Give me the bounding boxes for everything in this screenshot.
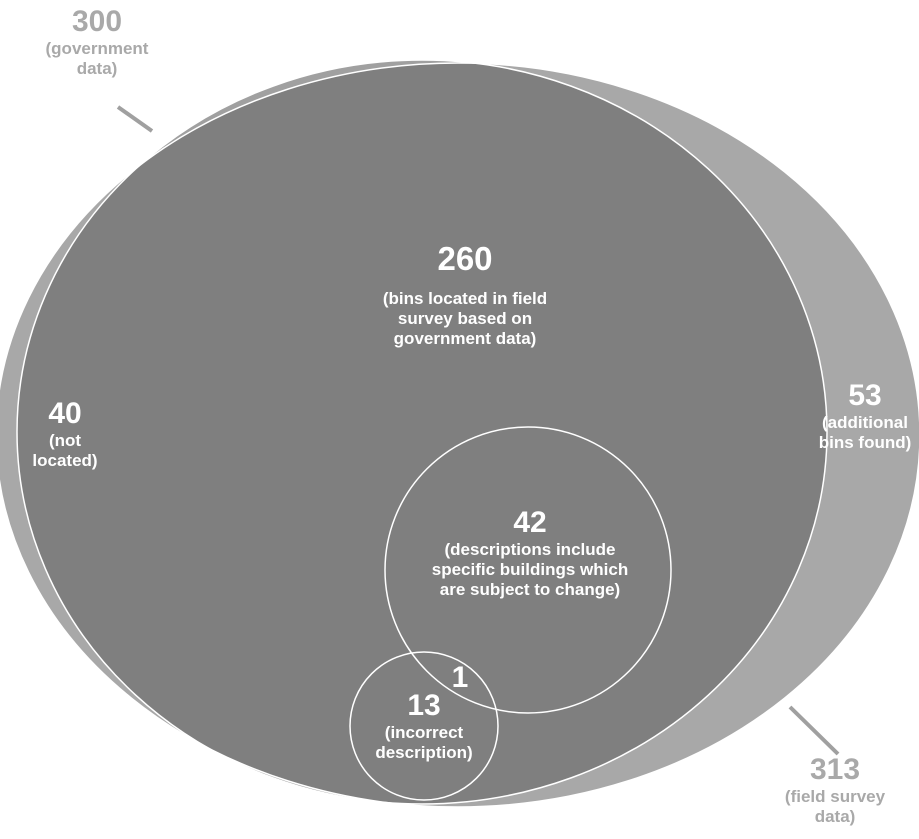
incorrect-count: 13 bbox=[407, 689, 441, 722]
additional-caption: (additional bins found) bbox=[818, 413, 912, 453]
specific-buildings-count: 42 bbox=[513, 506, 547, 539]
incorrect-caption: (incorrect description) bbox=[375, 723, 473, 763]
located-label: 260 (bins located in field survey based … bbox=[355, 240, 575, 349]
government-count: 300 bbox=[71, 5, 123, 38]
intersection-count: 1 bbox=[451, 661, 469, 694]
located-caption: (bins located in field survey based on g… bbox=[382, 288, 548, 349]
government-circle-outline bbox=[16, 59, 828, 805]
incorrect-description-circle bbox=[349, 651, 499, 801]
not-located-count: 40 bbox=[48, 397, 82, 430]
government-leader-line bbox=[116, 105, 154, 133]
field-survey-label: 313 (field survey data) bbox=[760, 752, 910, 827]
specific-buildings-caption: (descriptions include specific buildings… bbox=[431, 540, 629, 600]
incorrect-label: 13 (incorrect description) bbox=[359, 688, 489, 763]
not-located-label: 40 (not located) bbox=[20, 396, 110, 471]
government-caption: (government data) bbox=[45, 39, 149, 79]
government-label: 300 (government data) bbox=[22, 4, 172, 79]
field-survey-circle-outline bbox=[0, 62, 919, 808]
additional-label: 53 (additional bins found) bbox=[812, 378, 918, 453]
overlap-region bbox=[17, 63, 827, 804]
specific-buildings-label: 42 (descriptions include specific buildi… bbox=[420, 505, 640, 601]
specific-buildings-circle bbox=[384, 426, 672, 714]
field-survey-count: 313 bbox=[809, 753, 861, 786]
not-located-caption: (not located) bbox=[32, 431, 98, 471]
field-survey-caption: (field survey data) bbox=[784, 787, 886, 827]
located-count: 260 bbox=[437, 240, 493, 277]
additional-count: 53 bbox=[848, 379, 882, 412]
field-survey-leader-line bbox=[788, 705, 840, 756]
